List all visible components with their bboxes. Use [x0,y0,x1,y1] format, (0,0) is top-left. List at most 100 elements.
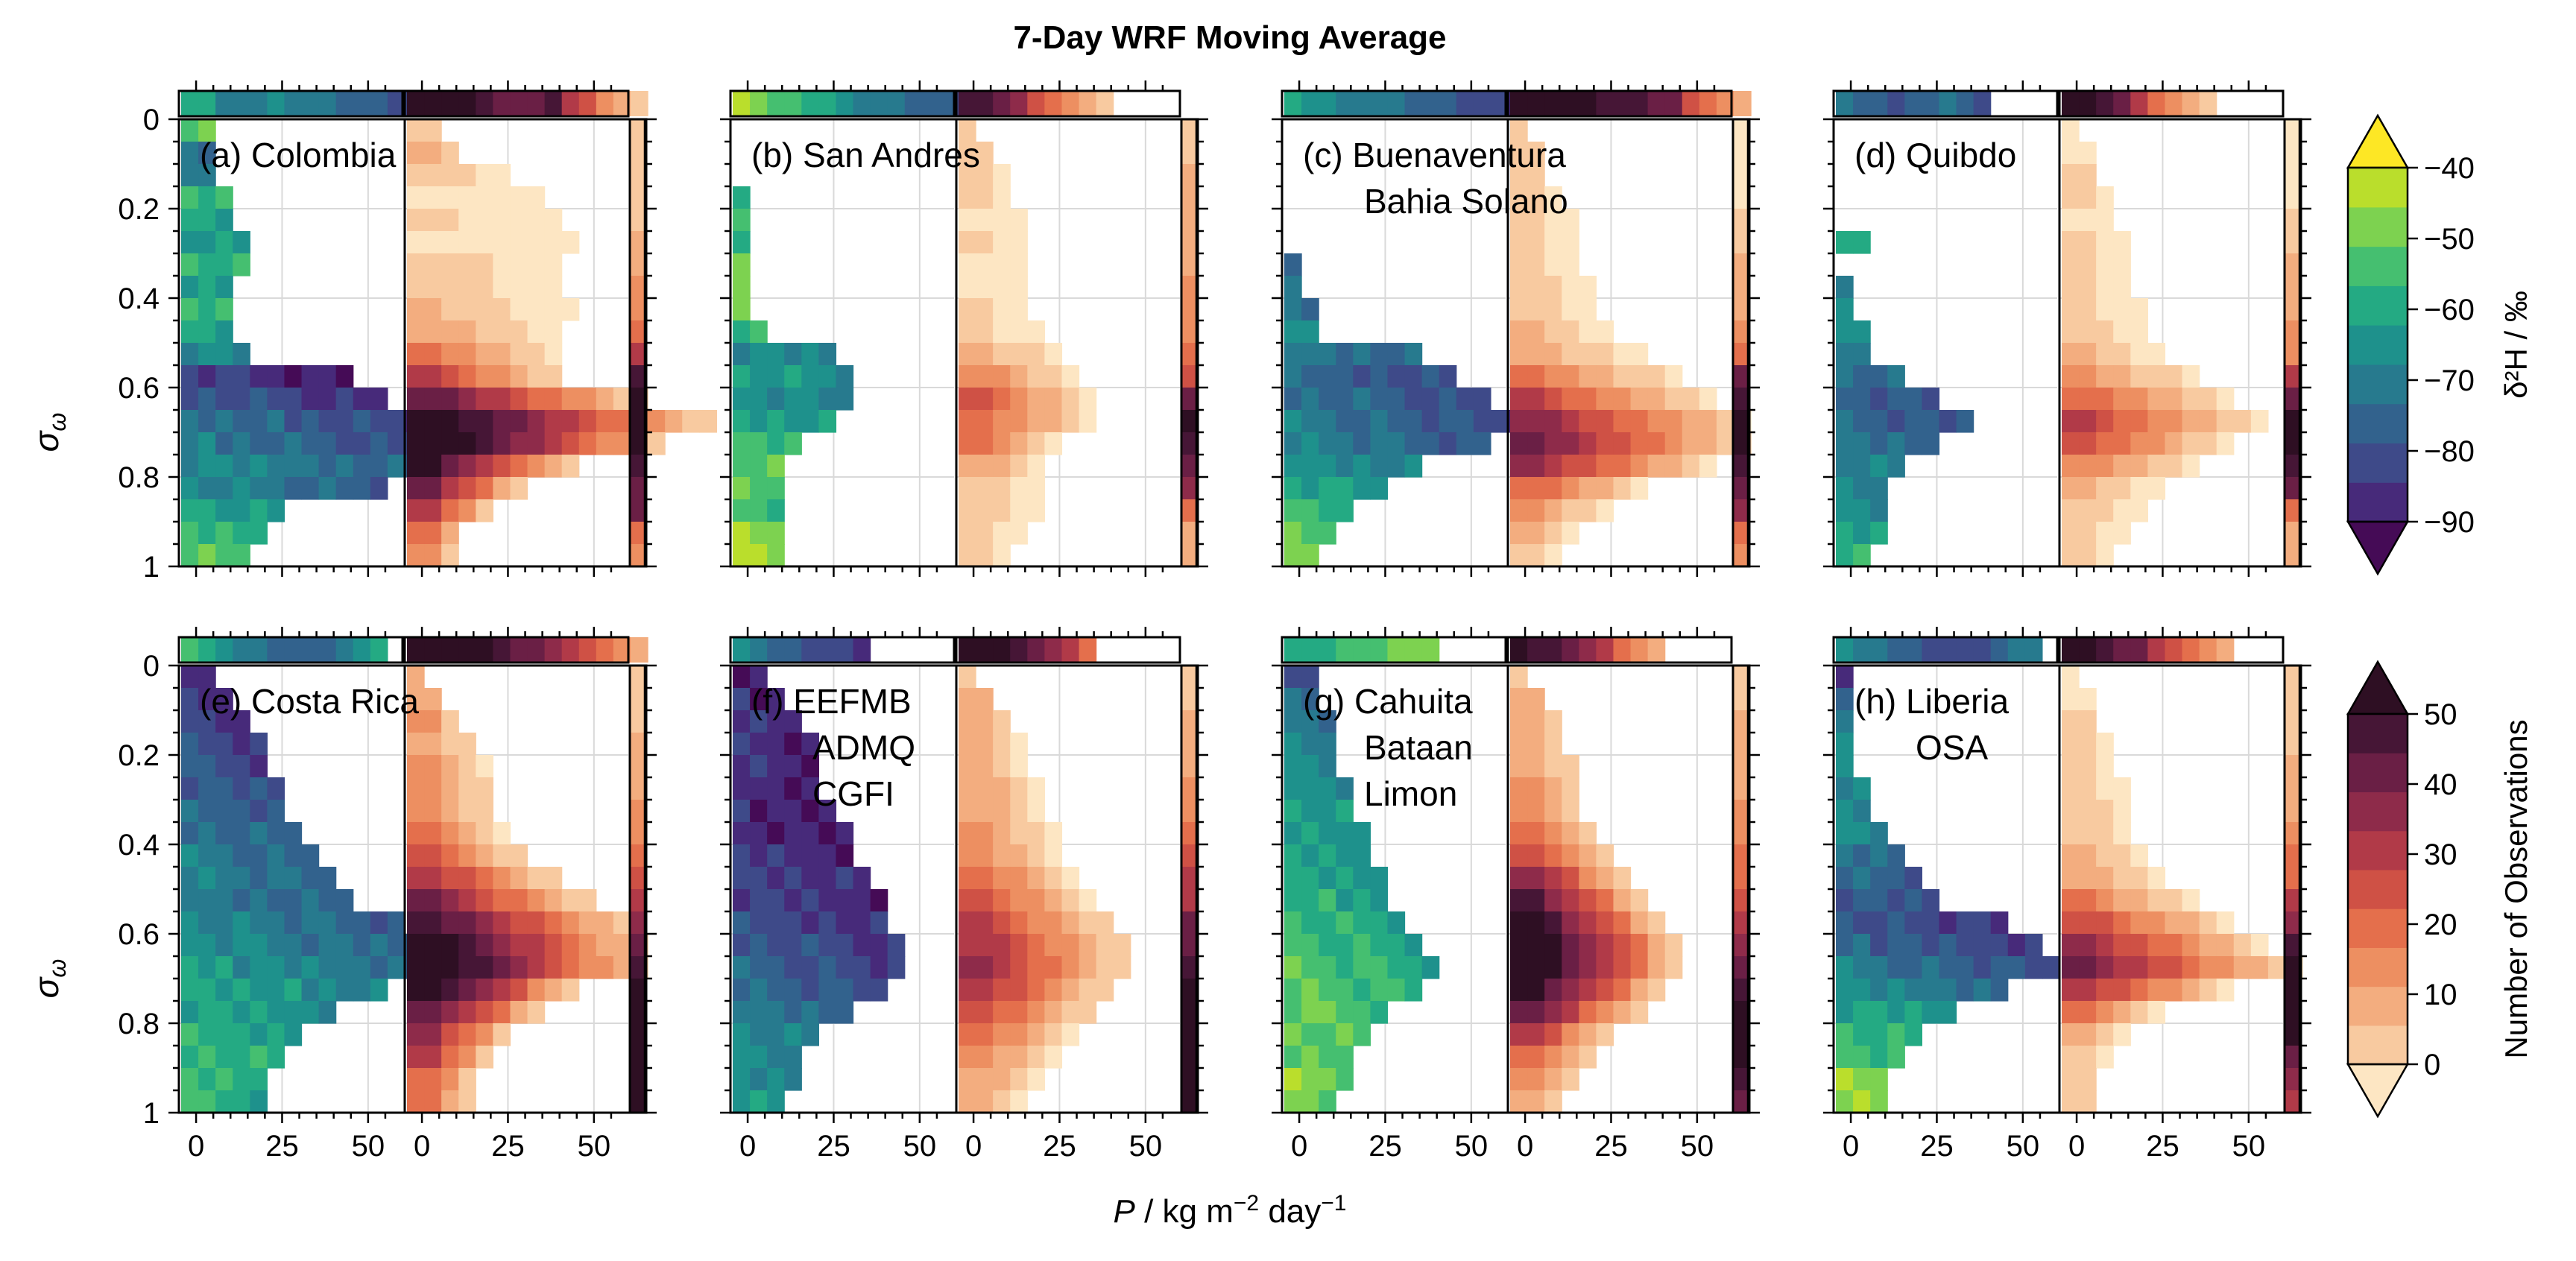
isotope-bin [318,432,337,455]
isotope-bin [733,710,751,733]
colorbar-segment [2348,947,2408,987]
isotope-bin [1887,432,1905,455]
isotope-bin [1284,432,1302,455]
count-bin [959,1046,976,1069]
side-count-bin [1733,1023,1748,1046]
count-bin [493,209,511,232]
count-bin [476,276,493,299]
isotope-bin [233,844,250,867]
count-bin [1061,1001,1080,1024]
top-isotope-bin [1387,91,1406,116]
count-bin [2096,544,2114,567]
y-axis-label-sub: ω [44,959,71,978]
top-strips [1832,89,2285,118]
x-axis-label-unit: day [1259,1193,1321,1230]
isotope-bin [233,1090,250,1113]
side-strip [2283,664,2301,1114]
count-bin [407,119,425,142]
isotope-bin [1870,1090,1888,1113]
count-bin [1544,455,1562,478]
count-bin [1562,276,1579,299]
count-bin [2199,410,2217,433]
count-bin [544,432,563,455]
isotope-bin [1387,979,1406,1002]
count-bin [441,388,459,411]
panel-label: (b) San Andres [751,136,980,174]
count-bin [476,231,493,254]
count-bin [1027,388,1045,411]
count-bin [976,822,994,845]
isotope-bin [767,1068,785,1091]
isotope-bin [353,911,371,935]
count-bin [458,410,476,433]
isotope-bin [733,979,751,1002]
isotope-bin [387,956,405,979]
count-bin [1527,911,1545,935]
side-count-bin [2285,666,2299,689]
count-bin [407,867,425,890]
isotope-bin [836,956,854,979]
isotope-bin [750,522,768,545]
isotope-bin [1836,867,1854,890]
count-bin [407,956,425,979]
count-bin [407,911,425,935]
count-bin [424,688,442,711]
isotope-bin [267,979,285,1002]
count-bin [2096,777,2114,800]
isotope-bin [767,777,785,800]
isotope-bin [198,979,216,1002]
count-bin [1010,1090,1028,1113]
panel-label: (h) Liberia OSA [1854,682,2010,767]
isotope-bin [1836,934,1854,957]
side-count-bin [630,867,645,890]
isotope-bin [1370,889,1389,912]
isotope-bin [733,1046,751,1069]
count-bin [1010,365,1028,388]
isotope-bin [1319,867,1336,890]
count-bin [1562,499,1579,522]
isotope-bin [1836,688,1854,711]
side-count-bin [2285,455,2299,478]
count-bin [2079,844,2097,867]
count-bin [407,432,425,455]
count-bin [959,320,976,344]
isotope-bin [1990,934,2009,957]
count-bin [2113,477,2131,500]
top-isotope-bin [750,91,768,116]
isotope-bin [215,455,233,478]
count-bin [1527,142,1545,165]
isotope-bin [1353,1001,1371,1024]
count-bin [1596,365,1614,388]
isotope-bin [767,410,785,433]
isotope-bin [1836,522,1854,545]
isotope-bin [1301,688,1319,711]
count-bin [2199,979,2217,1002]
count-bin [441,499,459,522]
count-bin [976,800,994,823]
isotope-bin [1853,844,1871,867]
count-bin [2079,209,2097,232]
count-bin [1596,1023,1614,1046]
isotope-bin [250,432,268,455]
isotope-bin [181,777,199,800]
count-bin [2113,844,2131,867]
count-bin [527,209,546,232]
isotope-bin [1870,889,1888,912]
side-count-bin [2285,1046,2299,1069]
isotope-bin [250,388,268,411]
count-bin [441,186,459,209]
isotope-bin [318,365,337,388]
count-bin [476,343,493,366]
count-bin [993,867,1011,890]
count-bin [441,276,459,299]
isotope-bin [181,800,199,823]
count-bin [493,822,511,845]
isotope-bin [1336,844,1354,867]
count-bin [441,432,459,455]
isotope-bin [233,499,250,522]
count-bin [959,688,976,711]
isotope-bin [801,911,819,935]
count-bin [1010,298,1028,321]
